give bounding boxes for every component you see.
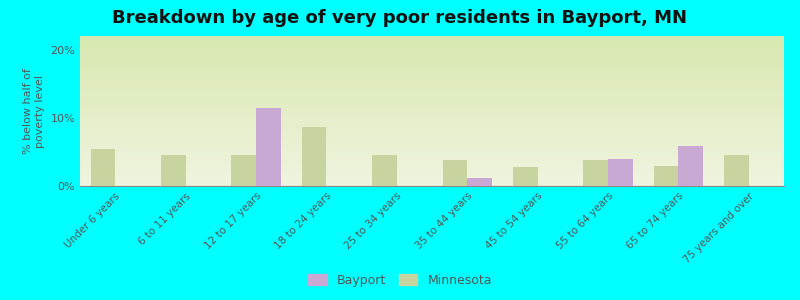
Bar xyxy=(583,160,608,186)
Bar xyxy=(608,159,633,186)
Bar xyxy=(724,155,749,186)
Bar xyxy=(654,166,678,186)
Y-axis label: % below half of
poverty level: % below half of poverty level xyxy=(23,68,45,154)
Bar xyxy=(442,160,467,186)
Text: Breakdown by age of very poor residents in Bayport, MN: Breakdown by age of very poor residents … xyxy=(113,9,687,27)
Bar xyxy=(372,155,397,186)
Legend: Bayport, Minnesota: Bayport, Minnesota xyxy=(304,270,496,291)
Bar xyxy=(302,127,326,186)
Bar xyxy=(256,108,281,186)
Bar xyxy=(231,155,256,186)
Bar xyxy=(513,167,538,186)
Bar xyxy=(90,148,115,186)
Bar xyxy=(467,178,492,186)
Bar xyxy=(161,155,186,186)
Bar xyxy=(678,146,703,186)
